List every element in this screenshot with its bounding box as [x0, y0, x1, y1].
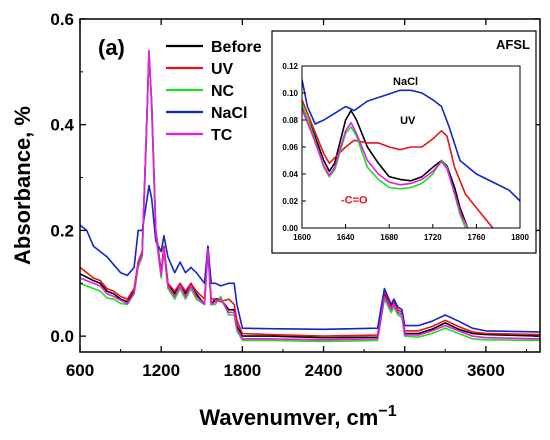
inset-y-tick-label: 0.00	[282, 224, 298, 233]
inset-series-line-nc	[302, 103, 467, 228]
series-line-tc	[79, 49, 541, 341]
inset-series-group	[302, 79, 520, 228]
inset-y-tick-label: 0.12	[282, 62, 298, 71]
y-axis-title: Absorbance, %	[10, 106, 35, 265]
inset-x-tick-label: 1680	[380, 233, 398, 242]
inset-y-tick-label: 0.02	[282, 197, 298, 206]
x-tick-label: 3600	[467, 361, 505, 380]
x-tick-label: 600	[66, 361, 94, 380]
legend-label-uv: UV	[211, 61, 234, 78]
inset-series-line-uv	[302, 99, 494, 228]
inset-annotation: -C=O	[341, 195, 368, 207]
panel-label: (a)	[98, 35, 125, 60]
inset-y-tick-label: 0.04	[282, 170, 298, 179]
legend-label-nc: NC	[211, 83, 235, 100]
inset-x-tick-label: 1760	[468, 233, 486, 242]
x-axis-title-main: Wavenumver, cm	[199, 405, 378, 430]
inset-series-line-tc	[302, 108, 469, 228]
inset-x-tick-label: 1800	[511, 233, 529, 242]
legend-label-nacl: NaCl	[211, 105, 247, 122]
main-axes: 600 1200 1800 2400 3000 3600 0.0 0.2 0.4 0.6 (a)	[50, 10, 541, 380]
y-tick-label: 0.0	[50, 327, 74, 346]
inset-series-line-nacl	[302, 79, 520, 202]
main-series-group	[79, 49, 541, 343]
y-tick-label: 0.4	[50, 116, 74, 135]
legend-label-tc: TC	[211, 127, 233, 144]
inset-x-tick-label: 1640	[337, 233, 355, 242]
inset-annotation: NaCl	[393, 76, 418, 88]
y-tick-label: 0.6	[50, 10, 74, 29]
inset-x-tick-label: 1600	[293, 233, 311, 242]
y-tick-label: 0.2	[50, 221, 74, 240]
inset-y-tick-label: 0.06	[282, 143, 298, 152]
x-tick-label: 1200	[142, 361, 180, 380]
x-tick-label: 3000	[386, 361, 424, 380]
inset-y-tick-label: 0.08	[282, 116, 298, 125]
inset-x-tick-label: 1720	[424, 233, 442, 242]
axis-titles: Wavenumver, cm−1 Absorbance, %	[10, 106, 397, 430]
x-tick-label: 2400	[305, 361, 343, 380]
legend-label-before: Before	[211, 39, 262, 56]
x-axis-title: Wavenumver, cm−1	[199, 403, 396, 430]
x-axis-title-superscript: −1	[378, 403, 396, 420]
inset-title: AFSL	[496, 37, 530, 52]
inset-plot: AFSL 1600 1640 1680 1720 1760 1800 0.00 0.02 0.04…	[271, 30, 537, 254]
main-frame	[79, 18, 541, 353]
legend: Before UV NC NaCl TC	[166, 39, 262, 144]
inset-y-tick-label: 0.10	[282, 89, 298, 98]
x-tick-label: 1800	[223, 361, 261, 380]
inset-box	[271, 30, 537, 254]
inset-annotation: UV	[400, 115, 416, 127]
